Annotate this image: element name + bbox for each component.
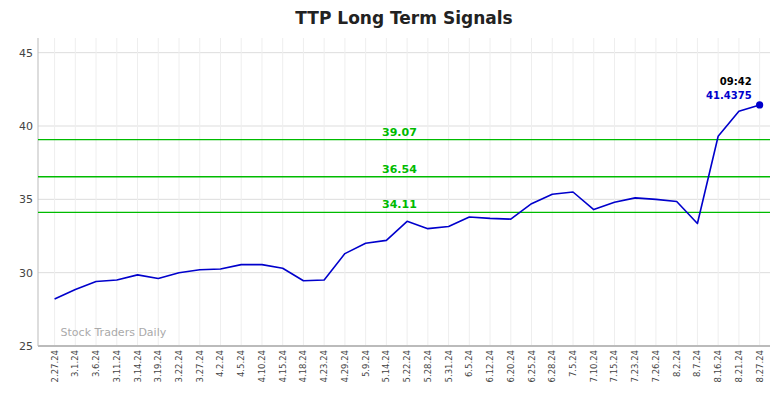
grid-line-x: [531, 38, 532, 346]
x-tick-label: 6.12.24: [485, 350, 495, 382]
grid-line-x: [303, 38, 304, 346]
x-tick-label: 3.22.24: [174, 350, 184, 382]
grid-line-x: [407, 38, 408, 346]
grid-line-x: [179, 38, 180, 346]
grid-line-x: [96, 38, 97, 346]
grid-line-x: [54, 38, 55, 346]
x-tick-label: 4.10.24: [257, 350, 267, 382]
x-tick-label: 3.1.24: [70, 350, 80, 377]
y-tick-label: 30: [19, 267, 33, 280]
x-tick-label: 7.15.24: [609, 350, 619, 382]
x-tick-label: 8.21.24: [734, 350, 744, 382]
x-tick-label: 7.23.24: [630, 350, 640, 382]
y-tick-label: 45: [19, 47, 33, 60]
x-tick-label: 4.23.24: [319, 350, 329, 382]
reference-line: [38, 176, 770, 177]
grid-line-x: [386, 38, 387, 346]
x-tick-label: 4.5.24: [236, 350, 246, 377]
grid-line-x: [75, 38, 76, 346]
y-tick-label: 40: [19, 120, 33, 133]
grid-line-x: [718, 38, 719, 346]
grid-line-x: [635, 38, 636, 346]
x-tick-label: 4.29.24: [340, 350, 350, 382]
grid-line-x: [448, 38, 449, 346]
grid: [38, 38, 770, 346]
grid-line-x: [116, 38, 117, 346]
x-tick-label: 3.11.24: [112, 350, 122, 382]
grid-line-x: [365, 38, 366, 346]
grid-line-x: [697, 38, 698, 346]
grid-line-x: [220, 38, 221, 346]
reference-label: 39.07: [382, 126, 417, 139]
x-tick-label: 8.7.24: [692, 350, 702, 377]
annotation: 09:42: [720, 76, 752, 87]
x-tick-label: 6.28.24: [547, 350, 557, 382]
x-tick-label: 8.16.24: [713, 350, 723, 382]
grid-line-x: [241, 38, 242, 346]
x-tick-label: 4.15.24: [278, 350, 288, 382]
grid-line-y: [38, 346, 770, 347]
x-tick-label: 6.5.24: [464, 350, 474, 377]
x-tick-label: 3.14.24: [133, 350, 143, 382]
y-axis-line: [38, 38, 39, 346]
x-tick-label: 5.22.24: [402, 350, 412, 382]
x-tick-label: 7.26.24: [651, 350, 661, 382]
reference-line: [38, 212, 770, 213]
grid-line-x: [199, 38, 200, 346]
x-tick-label: 8.2.24: [672, 350, 682, 377]
reference-line: [38, 139, 770, 140]
grid-line-x: [282, 38, 283, 346]
reference-label: 34.11: [382, 198, 417, 211]
grid-line-x: [490, 38, 491, 346]
grid-line-x: [655, 38, 656, 346]
x-tick-label: 2.27.24: [50, 350, 60, 382]
grid-line-x: [427, 38, 428, 346]
x-tick-label: 5.14.24: [381, 350, 391, 382]
chart: TTP Long Term Signals 25 30 35 40 45 2.27.24 3.…: [0, 0, 784, 398]
grid-line-x: [676, 38, 677, 346]
grid-line-y: [38, 272, 770, 273]
grid-line-x: [158, 38, 159, 346]
grid-line-x: [614, 38, 615, 346]
line: [55, 105, 760, 299]
watermark: Stock Traders Daily: [61, 326, 167, 339]
grid-line-x: [261, 38, 262, 346]
grid-line-y: [38, 52, 770, 53]
last-point: [756, 101, 763, 108]
x-tick-label: 5.31.24: [444, 350, 454, 382]
grid-line-x: [344, 38, 345, 346]
grid-line-x: [469, 38, 470, 346]
x-tick-label: 3.19.24: [153, 350, 163, 382]
x-tick-label: 3.27.24: [195, 350, 205, 382]
x-tick-label: 7.10.24: [589, 350, 599, 382]
y-tick-label: 25: [19, 340, 33, 353]
grid-line-x: [510, 38, 511, 346]
grid-line-x: [593, 38, 594, 346]
x-axis-line: [38, 346, 770, 347]
grid-line-x: [552, 38, 553, 346]
grid-line-x: [759, 38, 760, 346]
x-tick-label: 5.28.24: [423, 350, 433, 382]
x-tick-label: 7.5.24: [568, 350, 578, 377]
x-tick-label: 6.20.24: [506, 350, 516, 382]
reference-label: 36.54: [382, 163, 417, 176]
x-tick-label: 8.27.24: [755, 350, 765, 382]
x-tick-label: 3.6.24: [91, 350, 101, 377]
plot-area: [38, 101, 770, 299]
x-tick-label: 5.9.24: [361, 350, 371, 377]
annotation: 41.4375: [706, 90, 752, 101]
grid-line-x: [324, 38, 325, 346]
grid-line-x: [137, 38, 138, 346]
x-tick-label: 4.2.24: [215, 350, 225, 377]
x-tick-label: 6.25.24: [527, 350, 537, 382]
x-tick-label: 4.18.24: [298, 350, 308, 382]
title: TTP Long Term Signals: [295, 8, 512, 28]
y-tick-label: 35: [19, 193, 33, 206]
